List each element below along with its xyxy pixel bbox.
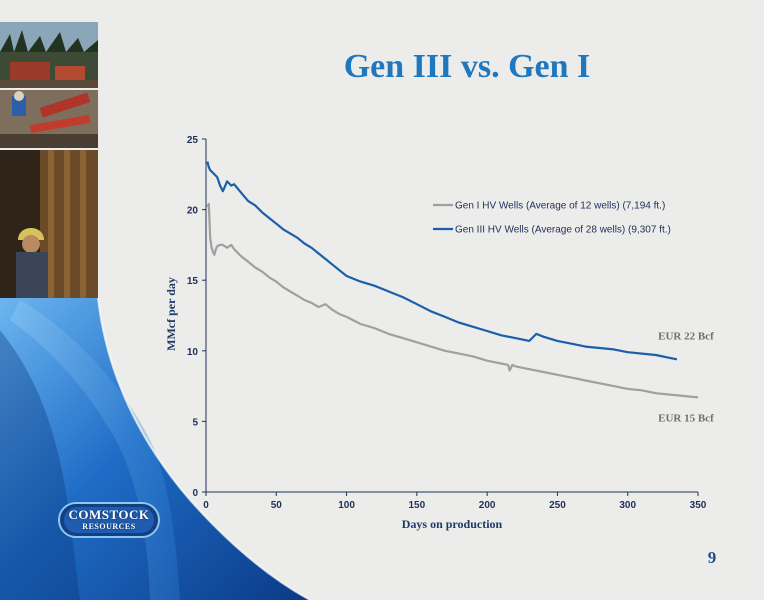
x-tick-label: 100 <box>338 500 355 511</box>
x-tick-label: 200 <box>479 500 496 511</box>
eur-annotation: EUR 15 Bcf <box>658 412 714 424</box>
oilfield-photo-3 <box>0 150 98 298</box>
oilfield-photo-2 <box>0 90 98 148</box>
y-tick-label: 0 <box>192 488 198 499</box>
x-tick-labels: 0 50 100 150 200 250 300 350 <box>203 492 707 511</box>
x-tick-label: 0 <box>203 500 209 511</box>
x-tick-label: 300 <box>619 500 636 511</box>
chart-series <box>206 161 699 399</box>
x-axis-title: Days on production <box>402 517 503 531</box>
series-line-gen-iii <box>206 161 678 361</box>
x-tick-label: 150 <box>409 500 426 511</box>
legend-entry: Gen I HV Wells (Average of 12 wells) (7,… <box>455 201 665 212</box>
y-axis-title: MMcf per day <box>164 277 178 351</box>
series-line-gen-i <box>206 202 699 399</box>
legend-entry: Gen III HV Wells (Average of 28 wells) (… <box>455 225 671 236</box>
logo-line-1: COMSTOCK <box>68 507 150 522</box>
x-tick-label: 350 <box>690 500 707 511</box>
y-tick-label: 15 <box>187 276 199 287</box>
page-number: 9 <box>707 548 717 567</box>
y-tick-label: 10 <box>187 347 199 358</box>
company-logo: COMSTOCK RESOURCES <box>58 500 160 540</box>
chart-legend: Gen I HV Wells (Average of 12 wells) (7,… <box>433 201 671 236</box>
oilfield-photo-1 <box>0 22 98 88</box>
x-tick-label: 250 <box>549 500 566 511</box>
x-tick-label: 50 <box>271 500 283 511</box>
chart-axes <box>205 139 698 493</box>
slide-title: Gen III vs. Gen I <box>343 48 591 85</box>
y-tick-label: 20 <box>187 206 199 217</box>
logo-line-2: RESOURCES <box>82 522 136 531</box>
eur-annotation: EUR 22 Bcf <box>658 331 714 343</box>
chart-annotations: EUR 22 Bcf EUR 15 Bcf <box>658 331 714 425</box>
y-tick-label: 25 <box>187 135 199 146</box>
y-tick-labels: 0 5 10 15 20 25 <box>187 135 206 499</box>
y-tick-label: 5 <box>192 417 198 428</box>
